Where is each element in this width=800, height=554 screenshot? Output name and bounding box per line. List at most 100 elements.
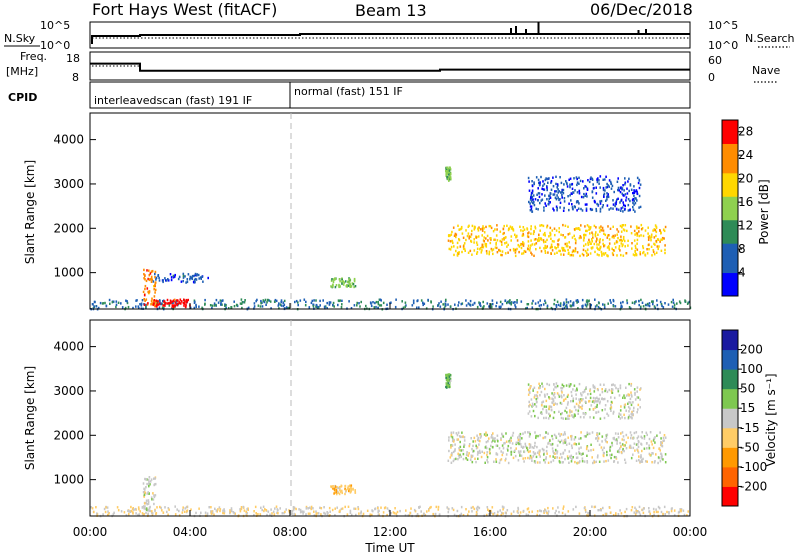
echo-cell xyxy=(259,513,262,516)
echo-cell xyxy=(476,252,478,255)
echo-cell xyxy=(656,299,658,302)
echo-cell xyxy=(446,172,448,176)
echo-cell xyxy=(555,198,558,201)
echo-cell xyxy=(582,254,585,257)
echo-cell xyxy=(470,506,473,510)
echo-cell xyxy=(471,510,473,513)
echo-cell xyxy=(671,305,674,308)
echo-cell xyxy=(592,396,595,400)
echo-cell xyxy=(344,484,347,488)
echo-cell xyxy=(154,482,157,486)
echo-cell xyxy=(563,206,565,210)
echo-cell xyxy=(579,415,582,419)
echo-cell xyxy=(147,277,149,281)
echo-cell xyxy=(336,486,339,489)
echo-cell xyxy=(246,511,248,515)
echo-cell xyxy=(396,510,399,514)
echo-cell xyxy=(561,196,563,199)
echo-cell xyxy=(459,453,461,456)
echo-cell xyxy=(556,300,559,303)
echo-cell xyxy=(475,241,478,244)
echo-cell xyxy=(589,389,591,392)
echo-cell xyxy=(595,231,597,234)
echo-cell xyxy=(503,442,505,445)
echo-cell xyxy=(626,187,628,190)
echo-cell xyxy=(447,385,450,388)
echo-cell xyxy=(349,511,352,514)
echo-cell xyxy=(459,440,461,444)
echo-cell xyxy=(507,449,509,452)
echo-cell xyxy=(158,302,161,305)
echo-cell xyxy=(467,454,470,457)
echo-cell xyxy=(570,460,573,463)
echo-cell xyxy=(462,452,465,456)
echo-cell xyxy=(324,307,326,310)
echo-cell xyxy=(527,244,530,247)
echo-cell xyxy=(535,176,538,179)
echo-cell xyxy=(597,177,599,180)
echo-cell xyxy=(490,238,492,241)
echo-cell xyxy=(506,509,509,512)
echo-cell xyxy=(537,416,539,420)
echo-cell xyxy=(599,210,602,213)
echo-cell xyxy=(584,249,587,253)
echo-cell xyxy=(591,247,593,250)
echo-cell xyxy=(572,415,575,419)
echo-cell xyxy=(646,433,648,437)
echo-cell xyxy=(568,178,570,181)
echo-cell xyxy=(517,436,519,439)
echo-cell xyxy=(478,449,481,453)
echo-cell xyxy=(395,298,397,301)
echo-cell xyxy=(630,232,633,235)
echo-cell xyxy=(601,448,604,452)
echo-cell xyxy=(563,200,566,203)
echo-cell xyxy=(578,192,581,195)
echo-cell xyxy=(617,186,620,190)
echo-cell xyxy=(631,199,634,202)
echo-cell xyxy=(463,436,466,439)
echo-cell xyxy=(456,246,459,249)
echo-cell xyxy=(604,404,607,407)
echo-cell xyxy=(494,238,496,241)
echo-cell xyxy=(592,448,595,451)
echo-cell xyxy=(653,510,655,514)
echo-cell xyxy=(586,431,589,434)
echo-cell xyxy=(603,446,605,449)
echo-cell xyxy=(592,236,594,239)
echo-cell xyxy=(109,302,111,305)
echo-cell xyxy=(514,248,517,251)
echo-cell xyxy=(563,306,566,310)
echo-cell xyxy=(607,414,610,417)
echo-cell xyxy=(508,227,511,230)
echo-cell xyxy=(531,184,534,188)
echo-cell xyxy=(582,398,584,401)
echo-cell xyxy=(607,459,610,462)
echo-cell xyxy=(262,505,265,508)
echo-cell xyxy=(138,306,140,310)
echo-cell xyxy=(640,442,642,445)
echo-cell xyxy=(519,243,522,247)
echo-cell xyxy=(519,511,522,514)
echo-cell xyxy=(658,447,660,450)
echo-cell xyxy=(613,460,616,463)
echo-cell xyxy=(564,236,566,239)
echo-cell xyxy=(570,444,573,447)
echo-cell xyxy=(549,443,552,446)
echo-cell xyxy=(543,240,545,244)
echo-cell xyxy=(158,276,160,280)
echo-cell xyxy=(297,301,299,304)
echo-cell xyxy=(578,401,581,404)
echo-cell xyxy=(565,181,568,185)
echo-cell xyxy=(174,298,176,302)
echo-cell xyxy=(548,197,550,200)
echo-cell xyxy=(584,303,587,307)
echo-cell xyxy=(92,303,94,306)
echo-cell xyxy=(582,452,584,455)
colorbar-cell xyxy=(722,208,738,215)
echo-cell xyxy=(529,202,531,205)
echo-cell xyxy=(560,389,563,393)
echo-cell xyxy=(578,182,580,185)
echo-cell xyxy=(150,275,153,279)
echo-cell xyxy=(571,414,573,417)
echo-cell xyxy=(377,301,379,304)
